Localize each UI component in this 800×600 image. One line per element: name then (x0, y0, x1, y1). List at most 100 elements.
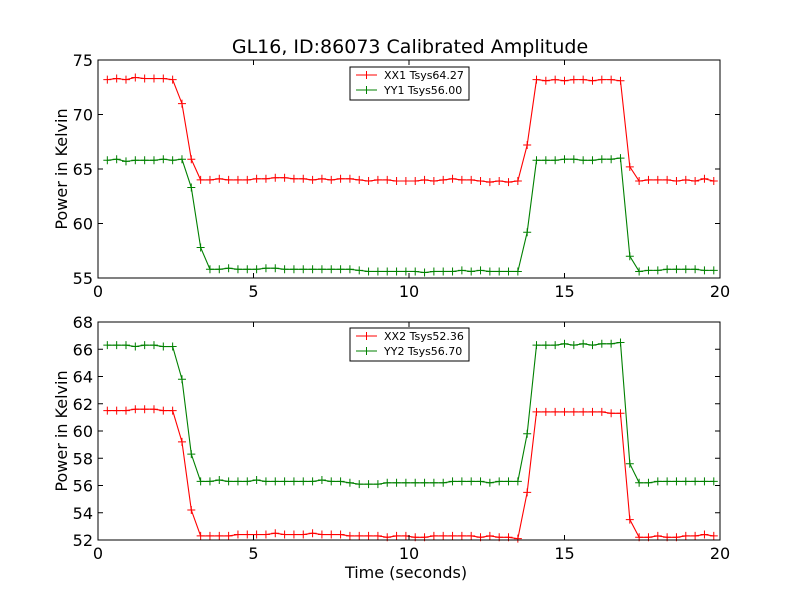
data-point-0-1-9 (187, 183, 196, 192)
data-point-1-1-55 (616, 338, 625, 347)
data-point-1-1-30 (383, 478, 392, 487)
data-point-1-0-45 (523, 488, 532, 497)
data-point-1-1-49 (560, 339, 569, 348)
data-point-1-0-18 (271, 529, 280, 538)
legend-entry-0-0: XX1 Tsys64.27 (384, 69, 464, 82)
data-point-1-0-62 (681, 531, 690, 540)
x-tick-label-0-3: 15 (554, 282, 574, 301)
data-point-1-0-12 (215, 531, 224, 540)
data-point-0-1-36 (439, 267, 448, 276)
data-point-1-1-59 (653, 477, 662, 486)
data-point-1-1-26 (345, 478, 354, 487)
data-point-1-1-36 (439, 478, 448, 487)
legend-entry-0-1: YY1 Tsys56.00 (383, 84, 462, 97)
data-point-0-1-64 (700, 266, 709, 275)
data-point-1-0-15 (243, 530, 252, 539)
data-point-1-0-27 (355, 531, 364, 540)
data-point-0-0-56 (625, 162, 634, 171)
legend-box-0 (349, 66, 470, 101)
data-point-1-0-29 (373, 531, 382, 540)
data-point-1-0-64 (700, 530, 709, 539)
data-point-1-1-63 (691, 477, 700, 486)
data-point-1-0-56 (625, 515, 634, 524)
data-point-1-1-23 (317, 476, 326, 485)
data-point-0-1-16 (252, 265, 261, 274)
data-point-0-0-59 (653, 175, 662, 184)
data-point-1-1-64 (700, 477, 709, 486)
data-point-1-0-41 (485, 531, 494, 540)
data-point-1-1-19 (280, 477, 289, 486)
data-point-0-1-41 (485, 267, 494, 276)
data-point-0-1-19 (280, 265, 289, 274)
data-point-1-1-2 (121, 341, 130, 350)
y-axis-label-0: Power in Kelvin (52, 108, 71, 229)
data-point-0-0-32 (401, 176, 410, 185)
y-tick-label-0-3: 70 (73, 106, 93, 125)
data-point-1-0-24 (327, 530, 336, 539)
data-point-0-1-1 (112, 155, 121, 164)
data-point-1-1-18 (271, 477, 280, 486)
legend-1: XX2 Tsys52.36 YY2 Tsys56.70 (349, 327, 470, 362)
data-point-0-1-11 (205, 265, 214, 274)
chart-title: GL16, ID:86073 Calibrated Amplitude (232, 36, 588, 58)
data-point-0-1-40 (476, 266, 485, 275)
data-point-1-1-31 (392, 478, 401, 487)
data-point-0-0-57 (635, 176, 644, 185)
data-point-1-1-28 (364, 480, 373, 489)
y-axis-label-1: Power in Kelvin (52, 370, 71, 491)
data-point-1-1-44 (513, 477, 522, 486)
data-point-0-1-32 (401, 267, 410, 276)
data-point-1-1-29 (373, 480, 382, 489)
data-point-0-1-20 (289, 265, 298, 274)
data-point-0-0-20 (289, 174, 298, 183)
data-point-0-1-27 (355, 266, 364, 275)
data-point-0-0-49 (560, 76, 569, 85)
data-point-0-1-7 (168, 156, 177, 165)
data-point-0-0-34 (420, 175, 429, 184)
data-point-1-1-22 (308, 477, 317, 486)
data-point-0-1-59 (653, 266, 662, 275)
data-point-1-1-16 (252, 476, 261, 485)
data-point-1-1-53 (597, 339, 606, 348)
data-point-0-0-17 (261, 174, 270, 183)
data-point-0-1-57 (635, 267, 644, 276)
data-point-0-0-64 (700, 174, 709, 183)
data-point-1-0-31 (392, 531, 401, 540)
data-point-1-0-7 (168, 406, 177, 415)
data-point-1-1-39 (467, 477, 476, 486)
data-point-0-0-6 (159, 74, 168, 83)
data-point-1-1-57 (635, 478, 644, 487)
data-point-0-0-43 (504, 178, 513, 187)
x-axis-label-1: Time (seconds) (344, 563, 467, 582)
data-point-0-1-25 (336, 265, 345, 274)
data-point-0-1-33 (411, 267, 420, 276)
x-tick-label-1-1: 5 (248, 544, 258, 563)
data-point-1-1-20 (289, 477, 298, 486)
data-point-1-1-48 (551, 341, 560, 350)
data-point-0-0-9 (187, 155, 196, 164)
bottom-plot: 0 5 10 15 20 52 54 56 58 60 62 64 66 68 Power in Kelvi… (52, 313, 730, 582)
y-tick-label-0-4: 75 (73, 51, 93, 70)
data-point-0-0-33 (411, 176, 420, 185)
data-point-1-1-25 (336, 477, 345, 486)
data-point-1-0-22 (308, 529, 317, 538)
data-point-0-1-55 (616, 154, 625, 163)
data-point-0-0-31 (392, 176, 401, 185)
data-point-1-1-33 (411, 478, 420, 487)
data-point-1-1-42 (495, 477, 504, 486)
data-point-0-0-5 (149, 74, 158, 83)
data-point-1-1-32 (401, 478, 410, 487)
data-point-0-1-23 (317, 265, 326, 274)
data-point-0-0-51 (579, 75, 588, 84)
data-point-0-0-15 (243, 175, 252, 184)
y-tick-label-1-1: 54 (73, 504, 93, 523)
data-point-1-0-17 (261, 530, 270, 539)
data-point-1-0-23 (317, 530, 326, 539)
data-point-0-1-14 (233, 265, 242, 274)
data-point-0-1-53 (597, 155, 606, 164)
y-tick-label-0-2: 65 (73, 160, 93, 179)
data-point-0-1-2 (121, 157, 130, 166)
data-point-0-0-3 (131, 73, 140, 82)
data-point-1-1-54 (607, 339, 616, 348)
data-point-1-1-13 (224, 477, 233, 486)
